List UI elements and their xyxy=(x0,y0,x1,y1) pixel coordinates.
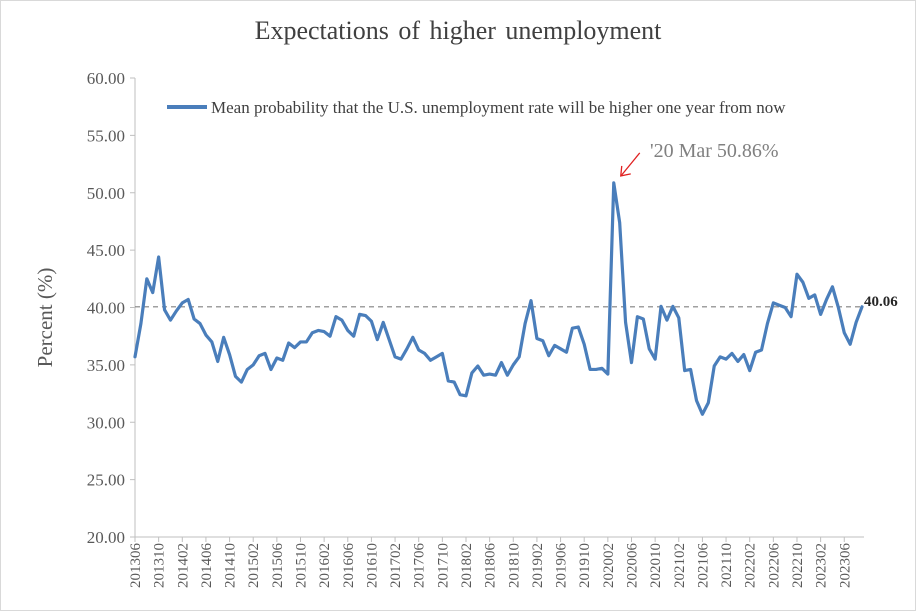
x-tick-label: 202202 xyxy=(743,543,759,588)
x-tick-label: 202206 xyxy=(766,543,782,589)
x-tick-label: 201406 xyxy=(199,543,215,589)
y-tick-label: 50.00 xyxy=(87,184,125,203)
x-tick-label: 201410 xyxy=(223,543,239,588)
x-tick-label: 201610 xyxy=(364,543,380,588)
y-tick-label: 60.00 xyxy=(87,69,125,88)
x-tick-label: 201602 xyxy=(317,543,333,588)
x-tick-label: 202302 xyxy=(814,543,830,588)
y-tick-label: 35.00 xyxy=(87,356,125,375)
series-line xyxy=(133,181,864,416)
x-tick-label: 202010 xyxy=(648,543,664,588)
x-tick-label: 202106 xyxy=(695,543,711,589)
x-tick-label: 201306 xyxy=(128,543,144,589)
x-tick-label: 202210 xyxy=(790,543,806,588)
x-tick-label: 201606 xyxy=(341,543,357,589)
x-tick-label: 202306 xyxy=(837,543,853,589)
y-tick-label: 45.00 xyxy=(87,241,125,260)
y-tick-label: 25.00 xyxy=(87,471,125,490)
x-tick-label: 201502 xyxy=(246,543,262,588)
x-tick-label: 202110 xyxy=(719,543,735,587)
x-tick-label: 201910 xyxy=(577,543,593,588)
x-tick-label: 201510 xyxy=(293,543,309,588)
x-tick-label: 201802 xyxy=(459,543,475,588)
x-tick-label: 201702 xyxy=(388,543,404,588)
legend-label: Mean probability that the U.S. unemploym… xyxy=(211,98,786,117)
x-tick-label: 201706 xyxy=(412,543,428,589)
x-tick-label: 201810 xyxy=(506,543,522,588)
x-tick-label: 202102 xyxy=(672,543,688,588)
x-tick-label: 202002 xyxy=(601,543,617,588)
y-tick-label: 20.00 xyxy=(87,528,125,547)
y-tick-label: 30.00 xyxy=(87,413,125,432)
x-tick-label: 201402 xyxy=(175,543,191,588)
x-tick-label: 202006 xyxy=(624,543,640,589)
annotation-arrow-shaft xyxy=(621,152,641,176)
x-tick-label: 201906 xyxy=(554,543,570,589)
annotation-label: '20 Mar 50.86% xyxy=(650,140,779,162)
x-tick-label: 201310 xyxy=(152,543,168,588)
y-axis-title: Percent (%) xyxy=(33,268,57,368)
x-tick-label: 201902 xyxy=(530,543,546,588)
y-tick-label: 55.00 xyxy=(87,126,125,145)
y-tick-label: 40.00 xyxy=(87,299,125,318)
x-tick-label: 201506 xyxy=(270,543,286,589)
x-tick-label: 201710 xyxy=(435,543,451,588)
x-tick-label: 201806 xyxy=(483,543,499,589)
end-value-label: 40.06 xyxy=(864,294,898,310)
annotation-arrow-head xyxy=(620,165,631,177)
chart-title: Expectations of higher unemployment xyxy=(254,16,662,45)
